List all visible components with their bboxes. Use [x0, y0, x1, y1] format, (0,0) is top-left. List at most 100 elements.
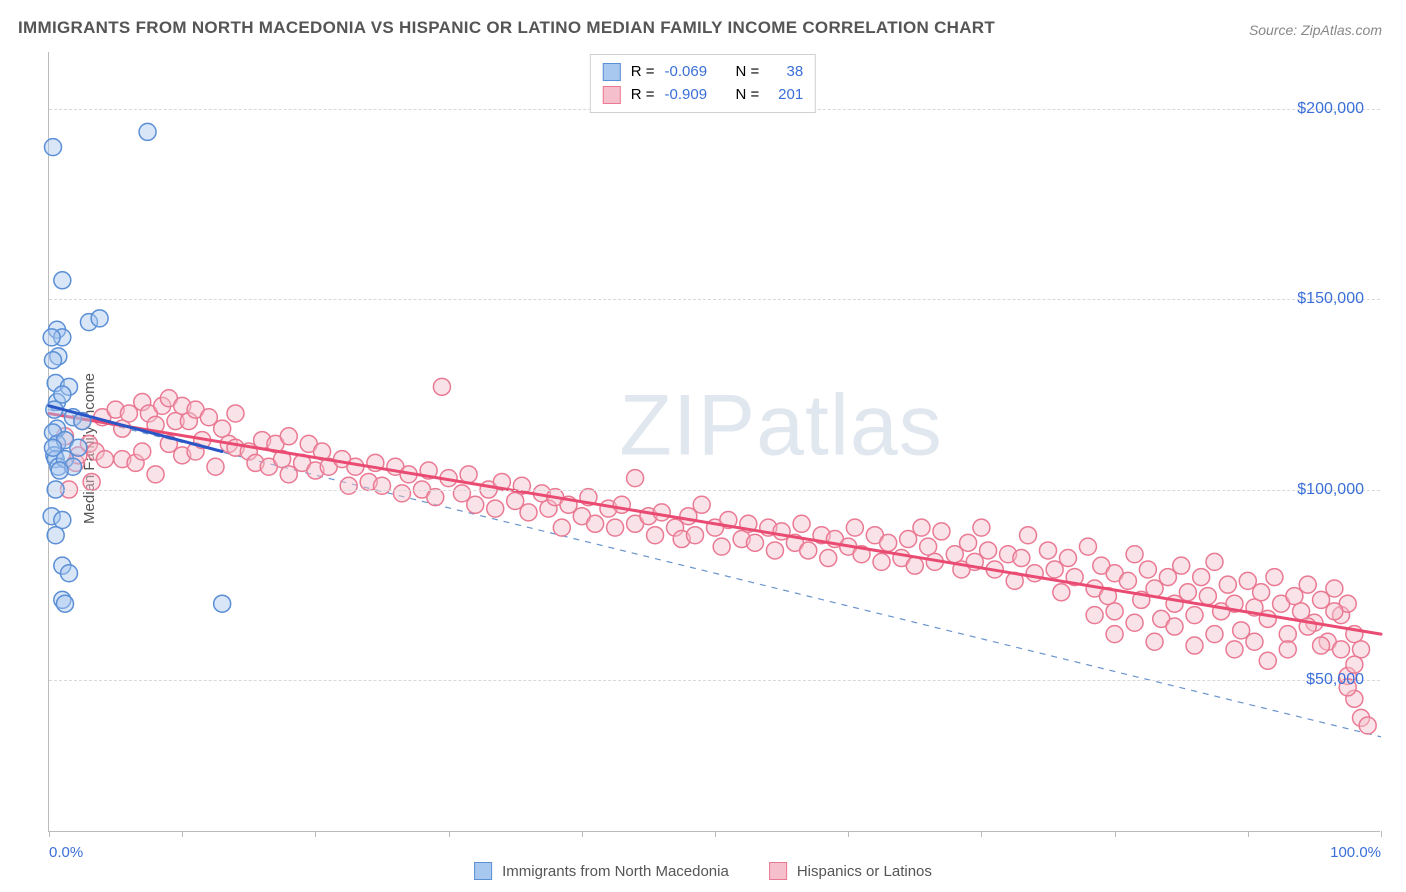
y-tick-label: $50,000 [1306, 671, 1364, 689]
scatter-point [1126, 614, 1143, 631]
scatter-point [1326, 603, 1343, 620]
scatter-point [207, 458, 224, 475]
legend-n-value-pink: 201 [769, 84, 803, 107]
scatter-point [1206, 626, 1223, 643]
scatter-point [960, 534, 977, 551]
legend-bottom: Immigrants from North Macedonia Hispanic… [474, 862, 932, 880]
scatter-point [746, 534, 763, 551]
scatter-point [873, 553, 890, 570]
scatter-point [713, 538, 730, 555]
scatter-point [460, 466, 477, 483]
scatter-point [467, 496, 484, 513]
scatter-point [1333, 641, 1350, 658]
scatter-point [340, 477, 357, 494]
legend-label-blue: Immigrants from North Macedonia [502, 863, 729, 880]
scatter-point [1359, 717, 1376, 734]
scatter-point [766, 542, 783, 559]
scatter-point [913, 519, 930, 536]
scatter-point [280, 428, 297, 445]
legend-swatch-pink [603, 86, 621, 104]
scatter-point [427, 489, 444, 506]
scatter-point [1173, 557, 1190, 574]
source-label: Source: ZipAtlas.com [1249, 22, 1382, 38]
scatter-point [96, 451, 113, 468]
legend-stats-row-pink: R = -0.909 N = 201 [603, 84, 803, 107]
x-tick-label: 0.0% [49, 844, 83, 861]
scatter-point [1253, 584, 1270, 601]
trend-line [49, 413, 1381, 634]
scatter-point [1179, 584, 1196, 601]
y-tick-label: $150,000 [1297, 290, 1364, 308]
legend-stats: R = -0.069 N = 38 R = -0.909 N = 201 [590, 54, 816, 113]
scatter-point [1226, 641, 1243, 658]
scatter-point [1040, 542, 1057, 559]
scatter-point [54, 386, 71, 403]
scatter-point [214, 595, 231, 612]
legend-swatch-blue [603, 63, 621, 81]
scatter-point [1146, 633, 1163, 650]
scatter-point [1013, 550, 1030, 567]
scatter-point [1193, 569, 1210, 586]
scatter-point [134, 443, 151, 460]
scatter-point [374, 477, 391, 494]
plot-area: ZIPatlas $50,000$100,000$150,000$200,000… [48, 52, 1380, 832]
legend-item-pink: Hispanics or Latinos [769, 862, 932, 880]
scatter-point [47, 527, 64, 544]
legend-r-label: R = [631, 61, 655, 84]
scatter-point [687, 527, 704, 544]
scatter-point [846, 519, 863, 536]
scatter-point [980, 542, 997, 559]
scatter-point [347, 458, 364, 475]
scatter-point [627, 470, 644, 487]
scatter-point [1299, 576, 1316, 593]
scatter-point [44, 439, 61, 456]
scatter-point [1353, 641, 1370, 658]
scatter-point [139, 123, 156, 140]
scatter-point [83, 473, 100, 490]
scatter-point [214, 420, 231, 437]
scatter-point [1186, 607, 1203, 624]
y-tick-label: $100,000 [1297, 481, 1364, 499]
scatter-point [1126, 546, 1143, 563]
scatter-point [973, 519, 990, 536]
scatter-point [1166, 618, 1183, 635]
legend-r-label: R = [631, 84, 655, 107]
legend-swatch-pink [769, 862, 787, 880]
scatter-point [1119, 572, 1136, 589]
scatter-point [1326, 580, 1343, 597]
scatter-point [60, 565, 77, 582]
scatter-point [51, 462, 68, 479]
scatter-point [44, 139, 61, 156]
chart-title: IMMIGRANTS FROM NORTH MACEDONIA VS HISPA… [18, 18, 995, 38]
scatter-point [1106, 603, 1123, 620]
y-tick-label: $200,000 [1297, 100, 1364, 118]
scatter-point [653, 504, 670, 521]
scatter-point [1246, 633, 1263, 650]
scatter-point [933, 523, 950, 540]
scatter-point [54, 512, 71, 529]
legend-n-value-blue: 38 [769, 61, 803, 84]
legend-swatch-blue [474, 862, 492, 880]
scatter-point [820, 550, 837, 567]
scatter-point [1199, 588, 1216, 605]
scatter-point [43, 329, 60, 346]
scatter-point [1079, 538, 1096, 555]
scatter-point [1053, 584, 1070, 601]
scatter-point [487, 500, 504, 517]
scatter-point [906, 557, 923, 574]
scatter-point [1259, 652, 1276, 669]
scatter-point [147, 466, 164, 483]
scatter-point [553, 519, 570, 536]
scatter-point [920, 538, 937, 555]
scatter-point [880, 534, 897, 551]
legend-n-label: N = [735, 84, 759, 107]
x-tick-label: 100.0% [1330, 844, 1381, 861]
legend-item-blue: Immigrants from North Macedonia [474, 862, 729, 880]
scatter-point [1279, 641, 1296, 658]
legend-label-pink: Hispanics or Latinos [797, 863, 932, 880]
scatter-point [1206, 553, 1223, 570]
scatter-point [1186, 637, 1203, 654]
scatter-point [1313, 637, 1330, 654]
scatter-point [1106, 626, 1123, 643]
scatter-point [800, 542, 817, 559]
